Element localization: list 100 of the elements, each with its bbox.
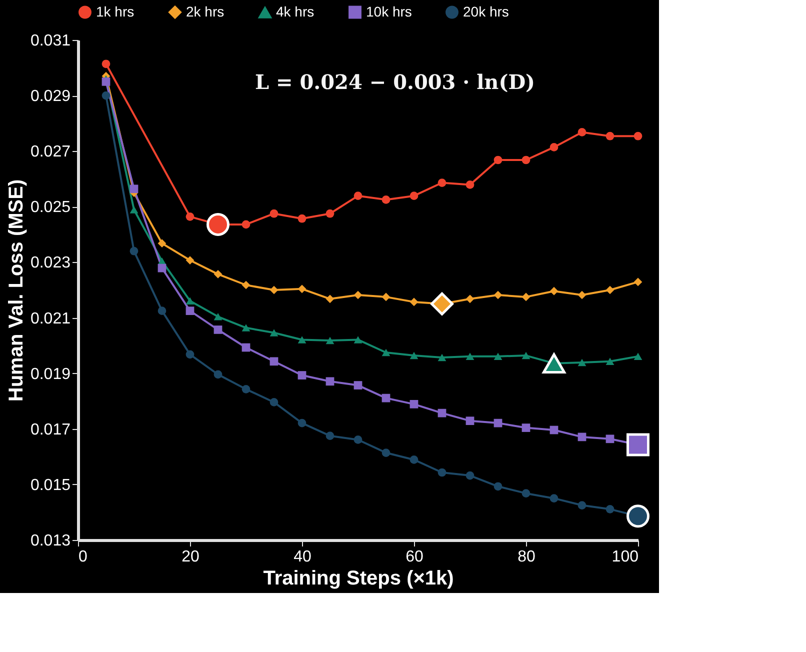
point bbox=[130, 246, 138, 256]
point bbox=[634, 278, 642, 286]
point bbox=[494, 418, 502, 428]
y-tick-label: 0.013 bbox=[30, 532, 71, 550]
point bbox=[606, 132, 614, 140]
y-tick-label: 0.019 bbox=[30, 366, 71, 383]
point bbox=[270, 286, 278, 294]
point bbox=[242, 280, 250, 290]
point bbox=[102, 60, 110, 68]
point bbox=[522, 156, 530, 164]
point bbox=[410, 400, 418, 408]
point bbox=[634, 132, 642, 140]
y-tick-label: 0.029 bbox=[30, 88, 71, 106]
point bbox=[242, 324, 250, 332]
point bbox=[542, 353, 566, 374]
point bbox=[214, 313, 222, 320]
point bbox=[186, 212, 194, 221]
point bbox=[438, 354, 446, 362]
point bbox=[466, 416, 474, 426]
point bbox=[298, 371, 306, 380]
point bbox=[158, 306, 166, 316]
x-tick-label: 40 bbox=[294, 548, 312, 566]
point bbox=[354, 436, 362, 444]
point bbox=[270, 398, 278, 406]
point bbox=[298, 336, 306, 344]
point bbox=[158, 264, 166, 272]
y-tick-label: 0.015 bbox=[30, 476, 71, 494]
point bbox=[606, 504, 614, 514]
point bbox=[186, 256, 194, 264]
point bbox=[410, 192, 418, 200]
point bbox=[578, 290, 586, 300]
point bbox=[326, 209, 334, 218]
point bbox=[550, 494, 558, 503]
legend-label: 1k hrs bbox=[96, 3, 134, 20]
point bbox=[550, 426, 558, 434]
point bbox=[430, 292, 454, 316]
point bbox=[214, 370, 222, 379]
y-tick-label: 0.023 bbox=[30, 254, 71, 272]
point bbox=[522, 424, 530, 432]
x-tick-label: 100 bbox=[612, 548, 639, 566]
y-tick-label: 0.025 bbox=[30, 199, 71, 216]
point bbox=[298, 284, 306, 294]
point bbox=[382, 196, 390, 204]
point bbox=[186, 306, 194, 316]
point bbox=[242, 220, 250, 229]
point bbox=[578, 358, 586, 366]
x-tick-label: 20 bbox=[182, 548, 200, 566]
point bbox=[578, 128, 586, 136]
point bbox=[410, 298, 418, 306]
point bbox=[466, 471, 474, 480]
point bbox=[466, 352, 474, 360]
point bbox=[522, 352, 530, 360]
y-tick-label: 0.031 bbox=[30, 32, 71, 50]
point bbox=[186, 350, 194, 359]
point bbox=[206, 212, 230, 236]
point bbox=[494, 482, 502, 491]
legend-label: 4k hrs bbox=[276, 4, 314, 20]
point bbox=[382, 348, 390, 356]
point bbox=[466, 294, 474, 304]
point bbox=[550, 286, 558, 296]
point bbox=[578, 501, 586, 510]
point bbox=[102, 77, 110, 86]
point bbox=[354, 192, 362, 200]
point bbox=[242, 343, 250, 352]
x-tick-label: 80 bbox=[518, 548, 536, 566]
point bbox=[298, 214, 306, 223]
point bbox=[522, 292, 530, 302]
point bbox=[326, 432, 334, 440]
point bbox=[494, 290, 502, 300]
point bbox=[158, 239, 166, 248]
point bbox=[606, 434, 614, 444]
point bbox=[354, 381, 362, 390]
y-axis-title: Human Val. Loss (MSE) bbox=[5, 179, 28, 402]
point bbox=[410, 352, 418, 360]
point bbox=[354, 290, 362, 300]
legend-label: 2k hrs bbox=[186, 3, 224, 20]
y-tick-label: 0.021 bbox=[30, 310, 71, 328]
point bbox=[606, 286, 614, 294]
point bbox=[326, 336, 334, 344]
point bbox=[466, 180, 474, 189]
legend-label: 20k hrs bbox=[463, 3, 509, 20]
y-tick-label: 0.017 bbox=[30, 421, 71, 438]
point bbox=[214, 270, 222, 278]
point bbox=[186, 297, 194, 304]
point bbox=[354, 336, 362, 344]
point bbox=[382, 394, 390, 402]
point bbox=[494, 156, 502, 164]
x-axis-title: Training Steps (×1k) bbox=[263, 568, 454, 590]
point bbox=[130, 184, 138, 194]
point bbox=[214, 326, 222, 334]
point bbox=[634, 352, 642, 360]
x-tick-label: 60 bbox=[406, 548, 424, 566]
point bbox=[522, 489, 530, 498]
point bbox=[382, 292, 390, 302]
point bbox=[626, 433, 650, 456]
point bbox=[326, 294, 334, 304]
point bbox=[494, 352, 502, 360]
point bbox=[270, 357, 278, 366]
point bbox=[550, 143, 558, 152]
point bbox=[578, 432, 586, 442]
